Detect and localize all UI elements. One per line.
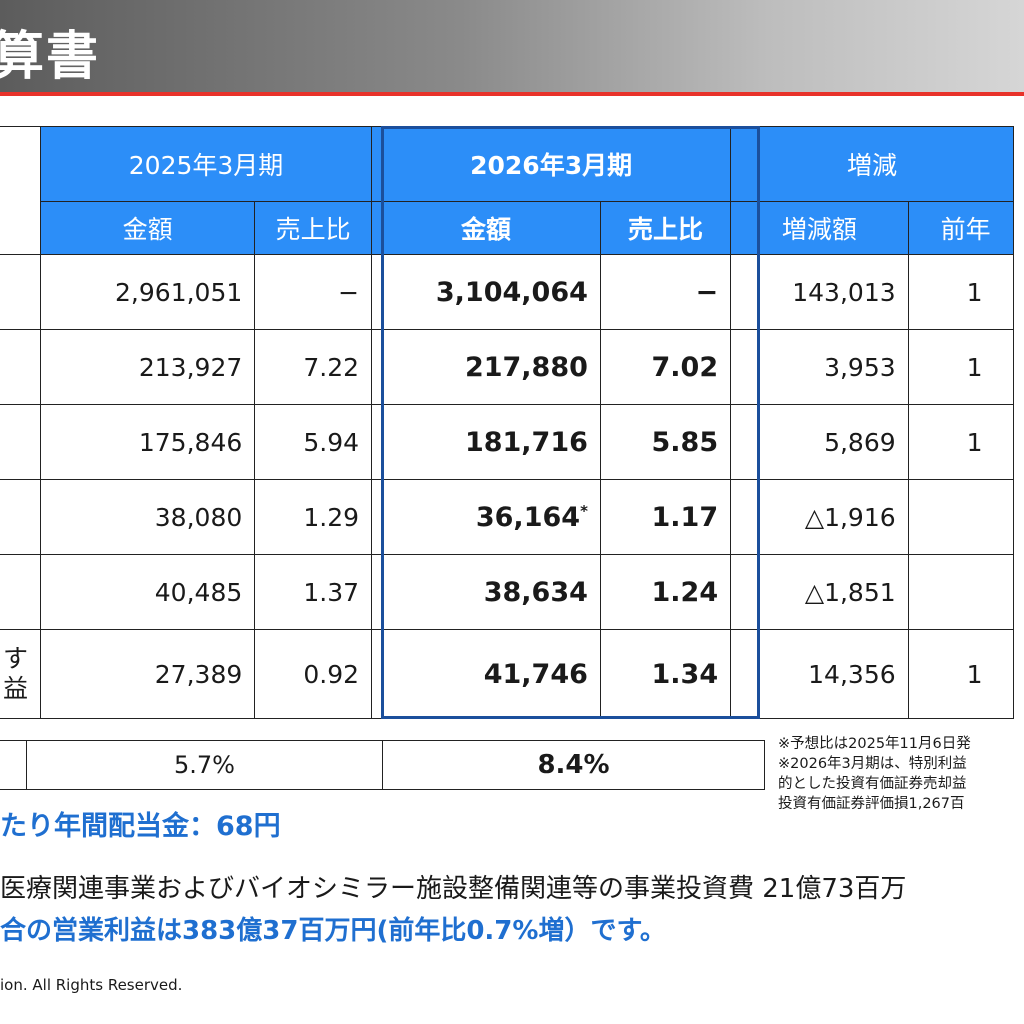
prev-ratio-cell: 1.29 [254, 479, 373, 555]
row-label: す益 [0, 629, 42, 719]
table-row: 38,080 1.29 36,164* 1.17 △1,916 [0, 479, 1015, 555]
table-row: 2,961,051 − 3,104,064 − 143,013 1 [0, 254, 1015, 330]
margin-label-cell [0, 740, 27, 790]
page-title: 算書 [0, 27, 101, 87]
header-change: 増減 [730, 126, 1014, 202]
table-row: す益 27,389 0.92 41,746 1.34 14,356 1 [0, 629, 1015, 719]
row-label [0, 479, 42, 555]
footnote-line: 投資有価証券評価損1,267百 [778, 796, 965, 812]
title-rule [0, 92, 1024, 96]
curr-ratio-cell: 1.17 [599, 479, 732, 555]
margin-curr-cell: 8.4% [382, 740, 765, 790]
footnotes: ※予想比は2025年11月6日発 ※2026年3月期は、特別利益 的とした投資有… [778, 734, 1024, 814]
prev-amount-cell: 27,389 [40, 629, 256, 719]
change-yoy-cell: 1 [907, 404, 1015, 480]
header-prev-period: 2025年3月期 [40, 126, 373, 202]
body-text-line: 医療関連事業およびバイオシミラー施設整備関連等の事業投資費 21億73百万 [0, 874, 907, 904]
footnote-line: 的とした投資有価証券売却益 [778, 776, 967, 792]
prev-ratio-cell: − [254, 254, 373, 330]
table-row: 213,927 7.22 217,880 7.02 3,953 1 [0, 329, 1015, 405]
curr-ratio-cell: 5.85 [599, 404, 732, 480]
header-label-cell [0, 126, 42, 255]
change-amount-cell: 143,013 [730, 254, 909, 330]
header-prev-amount: 金額 [40, 201, 256, 255]
prev-ratio-cell: 1.37 [254, 554, 373, 630]
change-yoy-cell [907, 554, 1015, 630]
prev-amount-cell: 213,927 [40, 329, 256, 405]
row-label [0, 254, 42, 330]
footnote-mark: * [580, 501, 588, 520]
prev-ratio-cell: 7.22 [254, 329, 373, 405]
row-label [0, 554, 42, 630]
dividend-text: たり年間配当金：68円 [0, 811, 281, 842]
curr-amount-cell: 41,746 [371, 629, 601, 719]
header-prev-ratio: 売上比 [254, 201, 373, 255]
change-yoy-cell: 1 [907, 254, 1015, 330]
header-change-amount: 増減額 [730, 201, 909, 255]
curr-amount-cell: 181,716 [371, 404, 601, 480]
copyright: ion. All Rights Reserved. [0, 976, 183, 994]
table-row: 40,485 1.37 38,634 1.24 △1,851 [0, 554, 1015, 630]
footnote-line: ※予想比は2025年11月6日発 [778, 736, 971, 752]
change-yoy-cell: 1 [907, 629, 1015, 719]
body-text-highlight: 合の営業利益は383億37百万円(前年比0.7%増）です。 [0, 916, 666, 946]
curr-ratio-cell: 7.02 [599, 329, 732, 405]
change-amount-cell: △1,851 [730, 554, 909, 630]
header-row-sub: 金額 売上比 金額 売上比 増減額 前年 [0, 201, 1015, 255]
curr-amount-cell: 38,634 [371, 554, 601, 630]
header-curr-ratio: 売上比 [599, 201, 732, 255]
curr-amount-cell: 3,104,064 [371, 254, 601, 330]
header-curr-amount: 金額 [371, 201, 601, 255]
footnote-line: ※2026年3月期は、特別利益 [778, 756, 967, 772]
header-curr-period: 2026年3月期 [371, 126, 732, 202]
row-label [0, 404, 42, 480]
prev-amount-cell: 175,846 [40, 404, 256, 480]
change-amount-cell: 14,356 [730, 629, 909, 719]
header-change-yoy: 前年 [907, 201, 1015, 255]
curr-ratio-cell: 1.34 [599, 629, 732, 719]
change-amount-cell: 5,869 [730, 404, 909, 480]
change-amount-cell: △1,916 [730, 479, 909, 555]
header-row-periods: 2025年3月期 2026年3月期 増減 [0, 126, 1014, 255]
prev-ratio-cell: 0.92 [254, 629, 373, 719]
curr-ratio-cell: − [599, 254, 732, 330]
prev-ratio-cell: 5.94 [254, 404, 373, 480]
table-row: 175,846 5.94 181,716 5.85 5,869 1 [0, 404, 1015, 480]
title-band: 算書 [0, 0, 1024, 92]
change-yoy-cell: 1 [907, 329, 1015, 405]
margin-table: 5.7% 8.4% [0, 740, 765, 790]
curr-amount-cell: 36,164* [371, 479, 601, 555]
prev-amount-cell: 2,961,051 [40, 254, 256, 330]
change-yoy-cell [907, 479, 1015, 555]
curr-amount-cell: 217,880 [371, 329, 601, 405]
row-label [0, 329, 42, 405]
change-amount-cell: 3,953 [730, 329, 909, 405]
prev-amount-cell: 40,485 [40, 554, 256, 630]
income-statement-table: 2025年3月期 2026年3月期 増減 金額 売上比 金額 売上比 増減額 前… [0, 126, 1015, 719]
margin-prev-cell: 5.7% [26, 740, 383, 790]
margin-row: 5.7% 8.4% [0, 740, 765, 790]
curr-ratio-cell: 1.24 [599, 554, 732, 630]
prev-amount-cell: 38,080 [40, 479, 256, 555]
